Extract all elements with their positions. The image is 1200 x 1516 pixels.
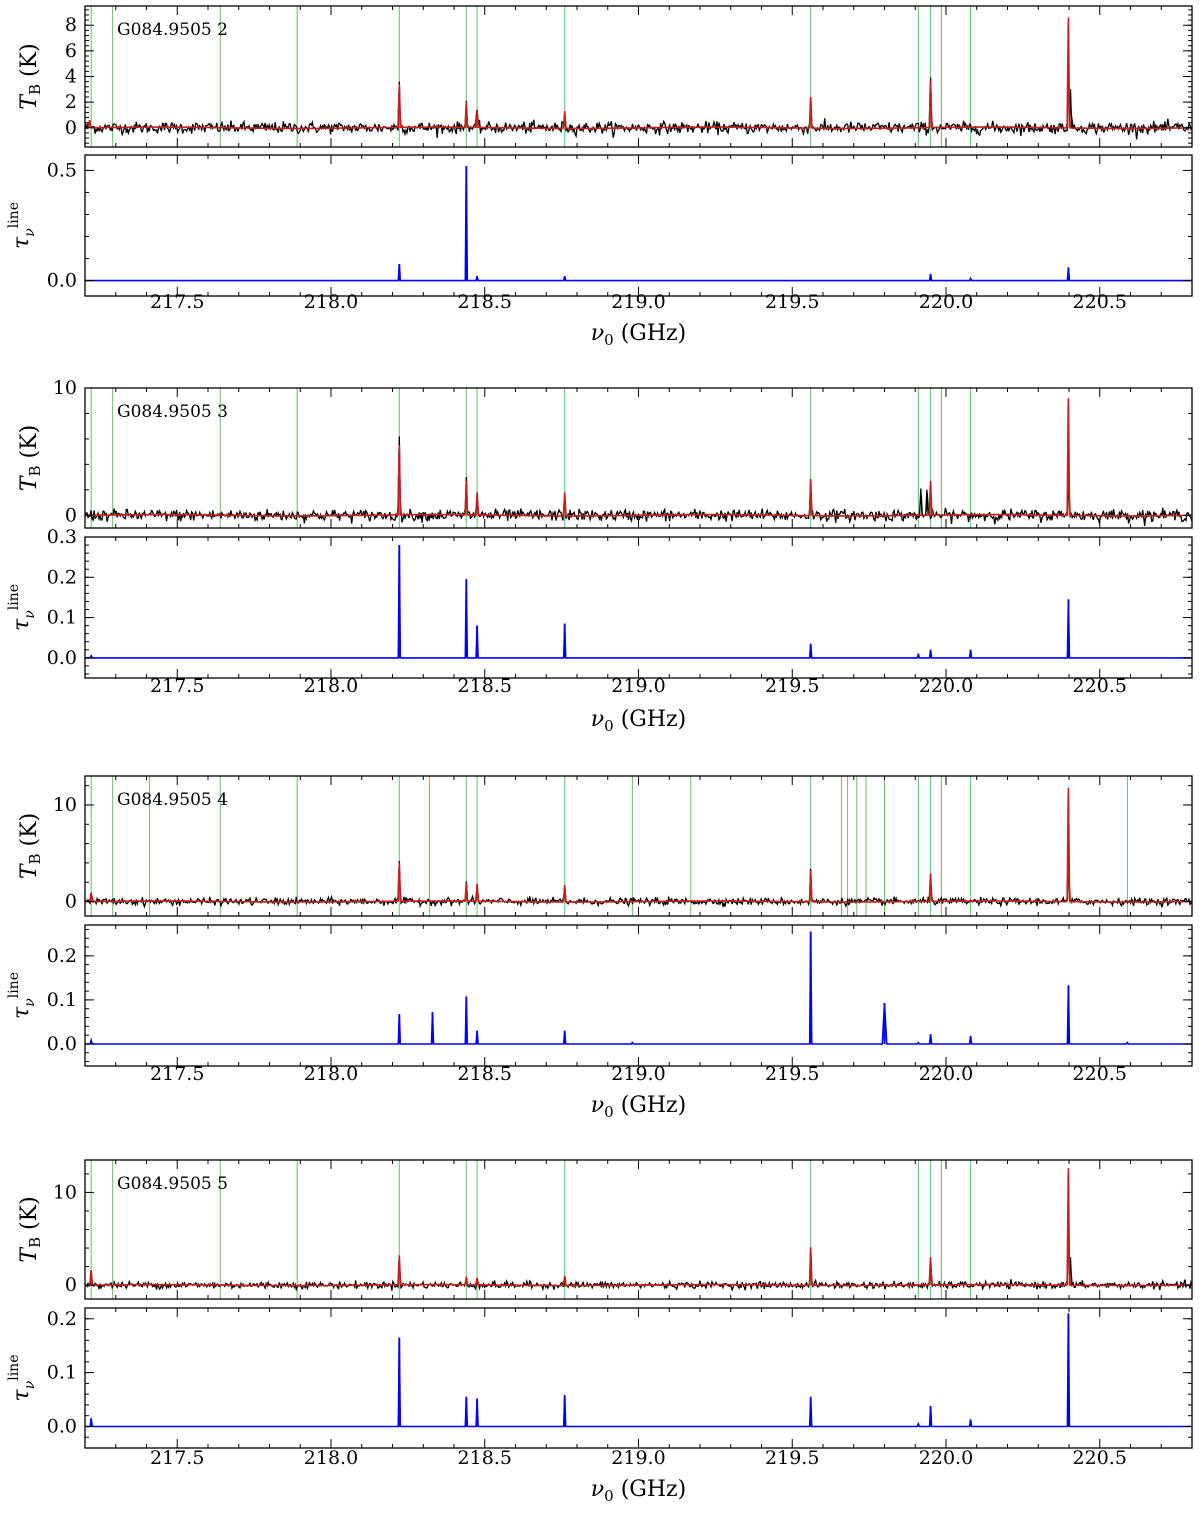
x-tick-label: 217.5 [150, 1063, 204, 1085]
y-axis-label-optical-depth: τνline [6, 1355, 38, 1402]
x-tick-label: 219.5 [765, 675, 819, 697]
x-tick-label: 220.0 [919, 291, 973, 313]
y-tick-label: 10 [53, 377, 77, 399]
x-tick-label: 219.0 [611, 1063, 665, 1085]
y-axis-label-optical-depth: τνline [6, 202, 38, 249]
x-tick-label: 220.0 [919, 1447, 973, 1469]
plot-frame [84, 775, 1193, 917]
y-tick-label: 0.0 [47, 1033, 77, 1055]
plot-frame [84, 1159, 1193, 1300]
y-tick-label: 10 [53, 1181, 77, 1203]
x-tick-label: 219.5 [765, 1063, 819, 1085]
plot-frame [84, 387, 1193, 529]
y-tick-label: 2 [65, 91, 77, 113]
spectrum-panel-4: 0 10 G084.9505 5 TB (K) 0.0 0.1 0.2 217.5 218.0 2… [6, 1159, 1193, 1505]
model-spectrum-line [85, 1168, 1192, 1287]
x-tick-label: 220.5 [1073, 1447, 1127, 1469]
y-tick-label: 4 [65, 66, 77, 88]
x-tick-label: 217.5 [150, 1447, 204, 1469]
y-tick-label: 0.0 [47, 270, 77, 292]
y-tick-label: 0.1 [47, 989, 77, 1011]
brightness-plot-area [85, 1160, 1192, 1299]
x-tick-label: 220.5 [1073, 291, 1127, 313]
x-tick-label: 219.0 [611, 675, 665, 697]
model-spectrum-line [85, 787, 1192, 903]
x-tick-label: 220.5 [1073, 675, 1127, 697]
plot-frame [84, 924, 1193, 1067]
y-tick-label: 0.3 [47, 526, 77, 548]
x-tick-label: 219.0 [611, 291, 665, 313]
brightness-plot-area [85, 388, 1192, 528]
optical-depth-line [85, 165, 1192, 282]
y-tick-label: 0.2 [47, 566, 77, 588]
x-tick-label: 218.0 [304, 1063, 358, 1085]
x-tick-label: 219.5 [765, 291, 819, 313]
observed-spectrum-line [85, 848, 1192, 909]
optical-depth-line [85, 545, 1192, 659]
brightness-plot-area [85, 776, 1192, 916]
y-tick-label: 0.2 [47, 945, 77, 967]
x-tick-label: 218.5 [458, 291, 512, 313]
model-spectrum-line [85, 17, 1192, 130]
y-axis-label-brightness: TB (K) [17, 425, 44, 491]
x-tick-label: 217.5 [150, 675, 204, 697]
x-axis-label: ν0 (GHz) [591, 321, 686, 349]
x-tick-label: 219.0 [611, 1447, 665, 1469]
panel-label: G084.9505 5 [117, 1174, 228, 1194]
x-tick-label: 220.5 [1073, 1063, 1127, 1085]
y-axis-label-optical-depth: τνline [6, 972, 38, 1019]
optical-depth-line [85, 1313, 1192, 1428]
observed-spectrum-line [85, 1212, 1192, 1292]
x-tick-label: 218.0 [304, 675, 358, 697]
y-tick-label: 0.0 [47, 647, 77, 669]
panel-label: G084.9505 4 [117, 790, 228, 810]
optical-depth-line [85, 931, 1192, 1045]
y-tick-label: 0.0 [47, 1415, 77, 1437]
y-tick-label: 0.1 [47, 607, 77, 629]
y-tick-label: 6 [65, 40, 77, 62]
y-tick-label: 0.1 [47, 1362, 77, 1384]
brightness-plot-area [85, 6, 1192, 147]
model-spectrum-line [85, 398, 1192, 517]
plot-frame [84, 154, 1193, 297]
observed-spectrum-line [85, 436, 1192, 527]
y-tick-label: 0.2 [47, 1308, 77, 1330]
y-tick-label: 0 [65, 1274, 77, 1296]
y-tick-label: 0 [65, 891, 77, 913]
optical-depth-plot-area [85, 165, 1192, 282]
plot-frame [84, 536, 1193, 679]
panel-label: G084.9505 2 [117, 20, 228, 40]
y-axis-label-brightness: TB (K) [17, 1196, 44, 1262]
x-tick-label: 218.5 [458, 1063, 512, 1085]
x-tick-label: 217.5 [150, 291, 204, 313]
x-axis-label: ν0 (GHz) [591, 1093, 686, 1121]
x-tick-label: 218.0 [304, 1447, 358, 1469]
spectrum-panel-1: 0 2 4 6 8 G084.9505 2 TB (K) 0.0 0.5 217.5 218.0 21… [6, 5, 1193, 349]
x-axis-label: ν0 (GHz) [591, 1477, 686, 1505]
x-tick-label: 220.0 [919, 675, 973, 697]
optical-depth-plot-area [85, 545, 1192, 659]
panel-label: G084.9505 3 [117, 402, 228, 422]
y-axis-label-brightness: TB (K) [17, 43, 44, 109]
x-tick-label: 218.5 [458, 1447, 512, 1469]
y-axis-label-brightness: TB (K) [17, 813, 44, 879]
x-tick-label: 218.0 [304, 291, 358, 313]
y-tick-label: 10 [53, 794, 77, 816]
y-tick-label: 0 [65, 504, 77, 526]
x-tick-label: 220.0 [919, 1063, 973, 1085]
y-axis-label-optical-depth: τνline [6, 584, 38, 631]
y-tick-label: 0.5 [47, 159, 77, 181]
optical-depth-plot-area [85, 1313, 1192, 1428]
spectrum-panel-3: 0 10 G084.9505 4 TB (K) 0.0 0.1 0.2 217.5 218.0 2… [6, 775, 1193, 1121]
spectrum-panel-2: 0 10 G084.9505 3 TB (K) 0.0 0.1 0.2 0.3 217.5 218… [6, 377, 1193, 735]
x-axis-label: ν0 (GHz) [591, 707, 686, 735]
y-tick-label: 8 [65, 14, 77, 36]
y-tick-label: 0 [65, 117, 77, 139]
optical-depth-plot-area [85, 931, 1192, 1045]
x-tick-label: 218.5 [458, 675, 512, 697]
x-tick-label: 219.5 [765, 1447, 819, 1469]
